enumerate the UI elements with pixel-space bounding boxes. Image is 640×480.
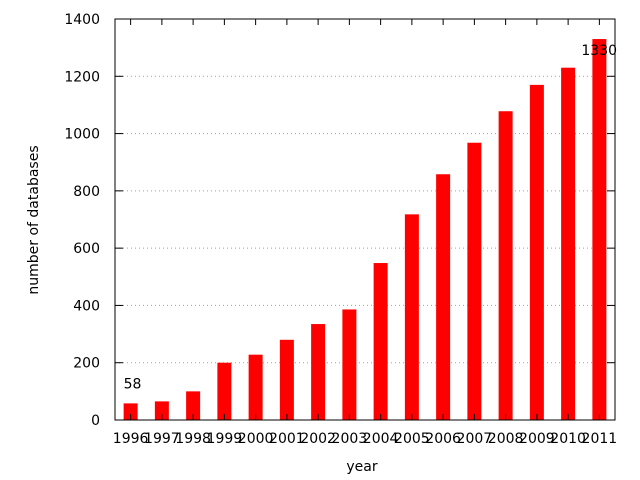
x-tick-label: 2004 — [363, 431, 399, 447]
x-tick-label: 2000 — [238, 431, 274, 447]
x-axis-label: year — [346, 459, 377, 475]
bars — [123, 39, 607, 421]
annotations: 58 1330 — [124, 43, 617, 392]
bar-1999 — [217, 362, 232, 420]
bar-1998 — [186, 391, 201, 420]
x-tick-label: 2009 — [519, 431, 555, 447]
x-tick-label: 1999 — [207, 431, 243, 447]
x-tick-label: 2007 — [457, 431, 493, 447]
y-tick-label: 0 — [91, 413, 100, 429]
y-tick-label: 1400 — [64, 12, 100, 28]
bar-2006 — [436, 174, 451, 420]
x-tick-label: 2011 — [582, 431, 618, 447]
bar-1996 — [123, 403, 138, 420]
x-tick-label: 1996 — [113, 431, 149, 447]
x-tick-label: 2003 — [332, 431, 368, 447]
bar-2005 — [404, 214, 419, 420]
y-tick-label: 800 — [73, 184, 100, 200]
y-tick-label: 1200 — [64, 69, 100, 85]
bar-2008 — [498, 111, 513, 420]
bar-1997 — [154, 401, 169, 420]
x-tick-label: 2001 — [269, 431, 305, 447]
bar-2011 — [592, 39, 607, 421]
x-axis: 1996199719981999200020012002200320042005… — [113, 19, 617, 447]
x-tick-label: 2002 — [300, 431, 336, 447]
x-tick-label: 2010 — [550, 431, 586, 447]
bar-2001 — [279, 339, 294, 420]
bar-2007 — [467, 142, 482, 421]
bar-2004 — [373, 263, 388, 420]
bar-2009 — [529, 84, 544, 420]
x-tick-label: 2006 — [425, 431, 461, 447]
y-tick-label: 600 — [73, 241, 100, 257]
x-tick-label: 1998 — [175, 431, 211, 447]
y-axis-label: number of databases — [26, 145, 42, 294]
bar-2002 — [311, 324, 326, 420]
data-label-2011: 1330 — [581, 43, 617, 59]
plot-frame — [114, 18, 616, 421]
x-tick-label: 2005 — [394, 431, 430, 447]
bar-2003 — [342, 309, 357, 420]
y-axis: 0 200 400 600 800 1000 1200 1400 — [64, 12, 615, 429]
bar-2000 — [248, 354, 263, 420]
y-tick-label: 200 — [73, 356, 100, 372]
y-tick-label: 400 — [73, 298, 100, 314]
x-tick-label: 2008 — [488, 431, 524, 447]
bar-2010 — [561, 67, 576, 420]
y-tick-label: 1000 — [64, 127, 100, 143]
x-tick-label: 1997 — [144, 431, 180, 447]
data-label-1996: 58 — [124, 376, 142, 392]
